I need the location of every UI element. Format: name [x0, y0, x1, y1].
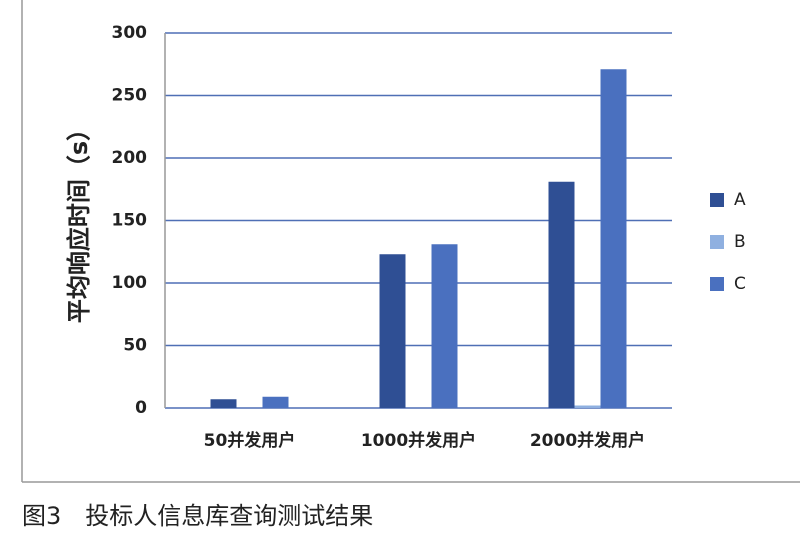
- y-tick-label: 300: [112, 23, 148, 43]
- bar: [379, 254, 406, 408]
- y-tick-label: 200: [112, 148, 148, 168]
- y-tick-label: 100: [112, 273, 148, 293]
- x-tick-label: 50并发用户: [204, 430, 296, 451]
- legend-swatch: [710, 193, 724, 207]
- legend-label: B: [734, 232, 746, 252]
- bar: [431, 244, 458, 408]
- legend-swatch: [710, 277, 724, 291]
- bar: [574, 405, 601, 408]
- legend-swatch: [710, 235, 724, 249]
- legend-label: A: [734, 190, 746, 210]
- y-tick-label: 0: [135, 398, 147, 418]
- y-tick-label: 50: [123, 336, 147, 356]
- bar: [600, 69, 627, 408]
- x-tick-label: 1000并发用户: [361, 430, 476, 451]
- x-tick-label: 2000并发用户: [530, 430, 645, 451]
- y-axis-label: 平均响应时间（s）: [65, 117, 93, 323]
- bar: [548, 181, 575, 408]
- caption: 图3 投标人信息库查询测试结果: [22, 502, 373, 530]
- legend-label: C: [734, 274, 746, 294]
- y-tick-label: 150: [112, 211, 148, 231]
- bar: [210, 399, 237, 408]
- y-tick-label: 250: [112, 86, 148, 106]
- bar: [262, 396, 289, 408]
